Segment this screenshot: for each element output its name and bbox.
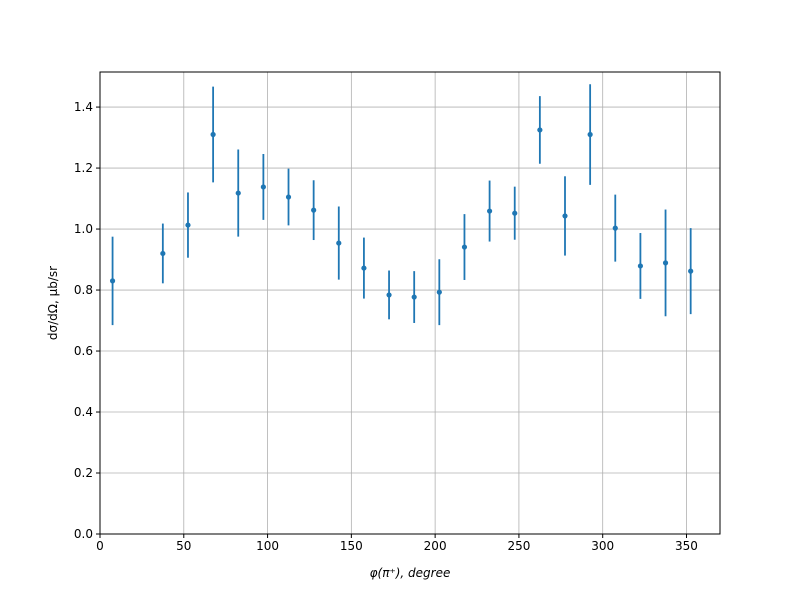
y-tick-label: 0.0 xyxy=(74,527,93,541)
data-point xyxy=(361,265,367,271)
y-tick-label: 0.8 xyxy=(74,283,93,297)
data-point xyxy=(662,260,669,266)
data-point xyxy=(386,292,392,298)
data-point xyxy=(688,268,694,274)
y-tick-label: 0.6 xyxy=(74,344,93,358)
data-point xyxy=(612,225,618,231)
x-tick-label: 250 xyxy=(507,539,530,553)
data-point xyxy=(537,127,543,133)
data-point xyxy=(461,244,468,250)
y-tick-label: 1.2 xyxy=(74,161,93,175)
data-point xyxy=(311,207,317,213)
data-point xyxy=(160,250,166,257)
data-point xyxy=(562,213,568,219)
data-point xyxy=(260,184,266,190)
data-point xyxy=(512,210,518,216)
data-point xyxy=(185,222,191,228)
x-tick-label: 150 xyxy=(340,539,363,553)
data-point xyxy=(436,289,442,295)
data-point xyxy=(285,194,292,200)
y-tick-label: 0.2 xyxy=(74,466,93,480)
x-tick-label: 100 xyxy=(256,539,279,553)
x-tick-label: 200 xyxy=(424,539,447,553)
data-point xyxy=(210,131,216,138)
plot-frame xyxy=(99,71,721,535)
data-point xyxy=(587,131,593,138)
x-tick-label: 300 xyxy=(591,539,614,553)
data-point xyxy=(411,294,417,300)
data-point xyxy=(637,263,644,269)
x-tick-label: 50 xyxy=(176,539,191,553)
data-point xyxy=(235,190,241,196)
data-point xyxy=(486,208,493,214)
x-tick-label: 0 xyxy=(96,539,104,553)
x-axis-label: φ(π⁺), degree xyxy=(370,566,451,580)
data-point xyxy=(336,240,342,246)
x-tick-label: 350 xyxy=(675,539,698,553)
y-tick-label: 1.0 xyxy=(74,222,93,236)
data-point xyxy=(109,278,116,284)
y-axis-label: dσ/dΩ, μb/sr xyxy=(46,266,60,340)
y-tick-label: 1.4 xyxy=(74,100,93,114)
y-tick-label: 0.4 xyxy=(74,405,93,419)
